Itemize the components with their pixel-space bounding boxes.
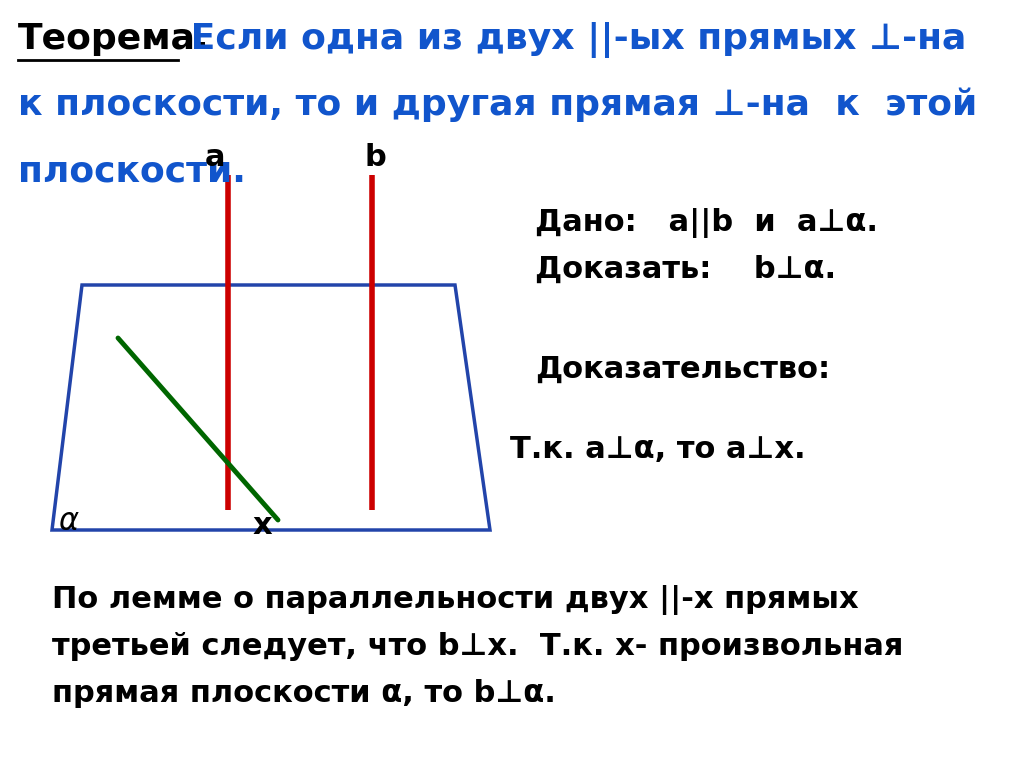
Text: Если одна из двух ||-ых прямых ⊥-на: Если одна из двух ||-ых прямых ⊥-на <box>178 22 967 58</box>
Text: третьей следует, что b⊥x.  Т.к. х- произвольная: третьей следует, что b⊥x. Т.к. х- произв… <box>52 632 903 661</box>
Text: Теорема.: Теорема. <box>18 22 210 56</box>
Text: a: a <box>205 143 225 172</box>
Text: α: α <box>58 508 78 536</box>
Text: По лемме о параллельности двух ||-х прямых: По лемме о параллельности двух ||-х прям… <box>52 585 859 615</box>
Text: прямая плоскости α, то b⊥α.: прямая плоскости α, то b⊥α. <box>52 679 556 708</box>
Text: к плоскости, то и другая прямая ⊥-на  к  этой: к плоскости, то и другая прямая ⊥-на к э… <box>18 88 977 123</box>
Text: Дано:   a||b  и  a⊥α.: Дано: a||b и a⊥α. <box>535 208 878 238</box>
Text: Т.к. а⊥α, то а⊥х.: Т.к. а⊥α, то а⊥х. <box>510 435 806 464</box>
Text: b: b <box>365 143 386 172</box>
Text: Доказательство:: Доказательство: <box>535 355 830 384</box>
Text: плоскости.: плоскости. <box>18 155 246 189</box>
Text: x: x <box>252 511 271 539</box>
Text: Доказать:    b⊥α.: Доказать: b⊥α. <box>535 255 837 284</box>
